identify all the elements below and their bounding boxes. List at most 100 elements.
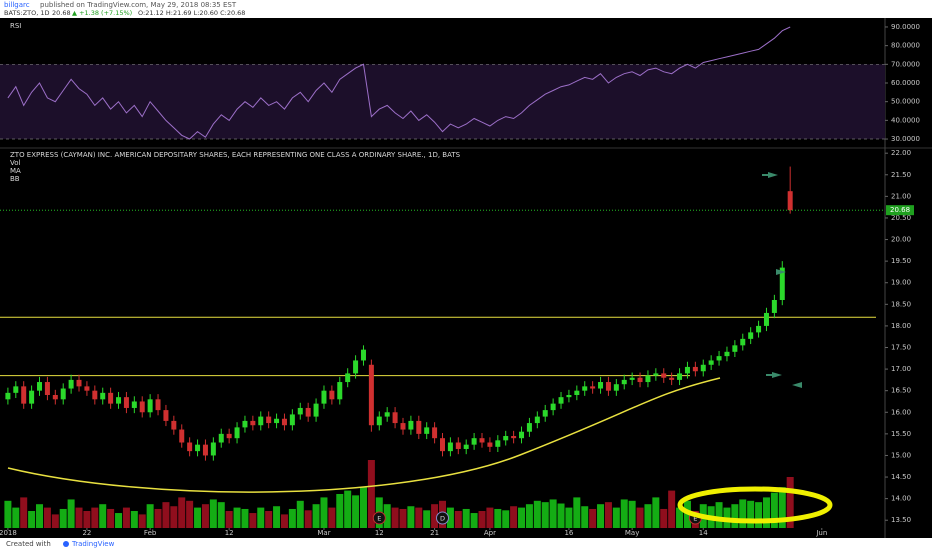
volume-bar	[20, 497, 28, 528]
rsi-band	[0, 64, 885, 140]
candle-body	[716, 356, 722, 361]
volume-highlight	[677, 486, 833, 524]
y-tick-label: 14.00	[891, 495, 911, 503]
volume-bar	[352, 495, 360, 528]
candle-body	[266, 416, 272, 424]
candle-body	[724, 351, 730, 357]
volume-bar	[99, 504, 107, 528]
volume-bar	[122, 507, 130, 528]
candle-body	[218, 433, 224, 443]
candle-body	[234, 427, 240, 439]
volume-bar	[415, 507, 423, 528]
volume-bar	[518, 507, 526, 528]
volume-bar	[423, 510, 431, 528]
x-tick-label: 14	[699, 529, 708, 537]
candle-body	[171, 420, 177, 430]
volume-bar	[533, 500, 541, 528]
volume-bar	[170, 506, 178, 528]
candle-body	[621, 379, 627, 385]
volume-bar	[510, 506, 518, 528]
event-marker	[372, 511, 386, 525]
candle-body	[242, 420, 248, 428]
volume-bar	[786, 477, 794, 528]
candle-body	[669, 377, 675, 380]
volume-bar	[273, 506, 281, 528]
candle-body	[100, 392, 106, 400]
candle-body	[29, 390, 35, 404]
header-bar	[0, 0, 932, 18]
volume-bar	[770, 492, 778, 528]
volume-bar	[138, 514, 146, 528]
event-marker	[436, 511, 449, 525]
y-tick-label: 13.50	[891, 516, 911, 524]
x-tick-label: 12	[375, 529, 384, 537]
candle-body	[179, 429, 185, 443]
candle-body	[511, 436, 517, 439]
candle-body	[637, 377, 643, 383]
volume-bar	[486, 507, 494, 528]
y-tick-label: 18.00	[891, 322, 911, 330]
volume-bar	[12, 507, 20, 528]
symbol: BATS:ZTO, 1D	[4, 9, 50, 17]
candle-body	[321, 390, 327, 404]
volume-bar	[107, 508, 115, 528]
volume-bar	[344, 490, 352, 528]
change: ▲ +1.38 (+7.15%)	[72, 9, 132, 17]
volume-bar	[407, 506, 415, 528]
candle-body	[740, 338, 746, 346]
volume-bar	[241, 508, 249, 528]
candle-body	[534, 416, 540, 424]
candle-body	[68, 379, 74, 389]
volume-bar	[778, 487, 786, 528]
candle-body	[440, 438, 445, 452]
volume-bar	[217, 502, 225, 528]
volume-bar	[628, 500, 636, 528]
arrow	[792, 382, 802, 388]
volume-bar	[755, 502, 763, 528]
x-tick-label: Jun	[815, 529, 827, 537]
x-tick-label: 16	[564, 529, 573, 537]
volume-bar	[676, 507, 684, 528]
volume-bar	[660, 508, 668, 528]
arrow	[766, 374, 772, 376]
volume-bar	[336, 494, 344, 528]
indicator-label: MA	[10, 167, 21, 175]
candle-body	[187, 442, 193, 452]
volume-bar	[312, 504, 320, 528]
volume-bar	[589, 508, 597, 528]
candle-body	[763, 312, 769, 326]
volume-bar	[581, 506, 589, 528]
candle-body	[289, 414, 295, 426]
volume-bar	[612, 507, 620, 528]
candle-body	[108, 392, 114, 404]
candle-body	[258, 416, 264, 426]
x-tick-label: Feb	[144, 529, 157, 537]
footer-brand[interactable]: TradingView	[71, 540, 115, 548]
y-tick-label: 40.0000	[891, 116, 920, 124]
volume-bar	[652, 497, 660, 528]
arrow	[776, 269, 786, 275]
candle-body	[281, 418, 287, 426]
volume-bar	[557, 503, 565, 528]
candle-body	[52, 395, 58, 400]
candle-body	[471, 438, 477, 445]
candle-body	[408, 420, 414, 430]
volume-bar	[4, 500, 12, 528]
candle-body	[329, 390, 335, 400]
rsi-pane: 30.0000 40.0000 50.0000 60.0000 70.0000 80.00…	[0, 22, 920, 143]
candle-body	[44, 382, 50, 395]
author[interactable]: billgarc	[4, 1, 30, 9]
y-tick-label: 30.0000	[891, 135, 920, 143]
candle-body	[779, 267, 785, 300]
candle-body	[139, 401, 145, 413]
volume-bar	[470, 513, 478, 528]
candle-body	[756, 325, 762, 333]
y-tick-label: 90.0000	[891, 23, 920, 31]
arrow	[772, 372, 782, 378]
candle-body	[195, 444, 201, 452]
volume-bar	[549, 499, 557, 528]
candle-body	[550, 403, 556, 411]
volume-bar	[715, 502, 723, 528]
candle-body	[250, 420, 256, 426]
